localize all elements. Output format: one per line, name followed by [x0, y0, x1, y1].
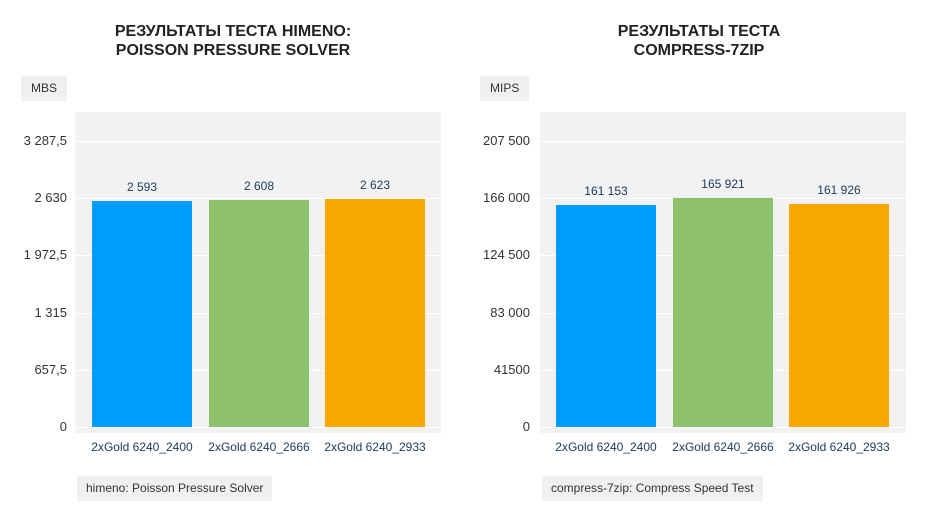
y-tick-label: 0	[522, 419, 530, 434]
y-tick-label: 0	[59, 419, 67, 434]
himeno-chart-panel: РЕЗУЛЬТАТЫ ТЕСТА HIMENO: POISSON PRESSUR…	[0, 22, 466, 501]
y-tick-label: 1 972,5	[23, 247, 67, 263]
chart-title-line1: РЕЗУЛЬТАТЫ ТЕСТА	[617, 23, 781, 40]
y-tick-label: 166 000	[483, 190, 530, 206]
chart-footer-caption: compress-7zip: Compress Speed Test	[542, 476, 763, 501]
chart-footer-caption: himeno: Poisson Pressure Solver	[77, 476, 273, 501]
y-axis-unit-label: MBS	[21, 76, 68, 101]
y-tick-label: 83 000	[490, 304, 530, 320]
chart-title: РЕЗУЛЬТАТЫ ТЕСТА COMPRESS-7ZIP	[466, 22, 932, 60]
bar-value-label: 2 608	[243, 179, 275, 194]
y-tick-label: 124 500	[483, 247, 530, 263]
y-tick-label: 3 287,5	[23, 133, 67, 148]
y-tick-label: 41500	[493, 361, 530, 377]
bar	[673, 198, 773, 427]
bar-value-label: 161 153	[584, 183, 628, 198]
chart-title: РЕЗУЛЬТАТЫ ТЕСТА HIMENO: POISSON PRESSUR…	[0, 22, 466, 60]
bar-value-label: 165 921	[701, 177, 745, 192]
x-category-label: 2xGold 6240_2666	[208, 440, 310, 454]
x-category-label: 2xGold 6240_2933	[324, 440, 426, 454]
x-category-label: 2xGold 6240_2666	[672, 440, 774, 454]
bar-value-label: 161 926	[817, 182, 861, 197]
y-tick-label: 2 630	[34, 190, 67, 206]
chart-title-line2: POISSON PRESSURE SOLVER	[115, 42, 351, 59]
bar	[789, 203, 889, 427]
y-axis-unit-label: MIPS	[480, 76, 530, 101]
x-category-label: 2xGold 6240_2933	[788, 440, 890, 454]
chart-title-line1: РЕЗУЛЬТАТЫ ТЕСТА HIMENO:	[114, 23, 352, 40]
chart-title-line2: COMPRESS-7ZIP	[633, 42, 765, 59]
y-tick-label: 207 500	[483, 133, 530, 148]
x-category-label: 2xGold 6240_2400	[555, 440, 657, 454]
bar	[92, 201, 192, 427]
y-tick-label: 1 315	[34, 304, 67, 320]
bar	[209, 200, 309, 427]
bar-value-label: 2 623	[359, 177, 391, 192]
bar	[556, 204, 656, 427]
y-tick-label: 657,5	[34, 361, 67, 377]
compress-7zip-chart-panel: РЕЗУЛЬТАТЫ ТЕСТА COMPRESS-7ZIP MIPS comp…	[466, 0, 932, 522]
bar	[325, 198, 425, 427]
x-category-label: 2xGold 6240_2400	[91, 440, 193, 454]
bar-value-label: 2 593	[126, 180, 158, 195]
